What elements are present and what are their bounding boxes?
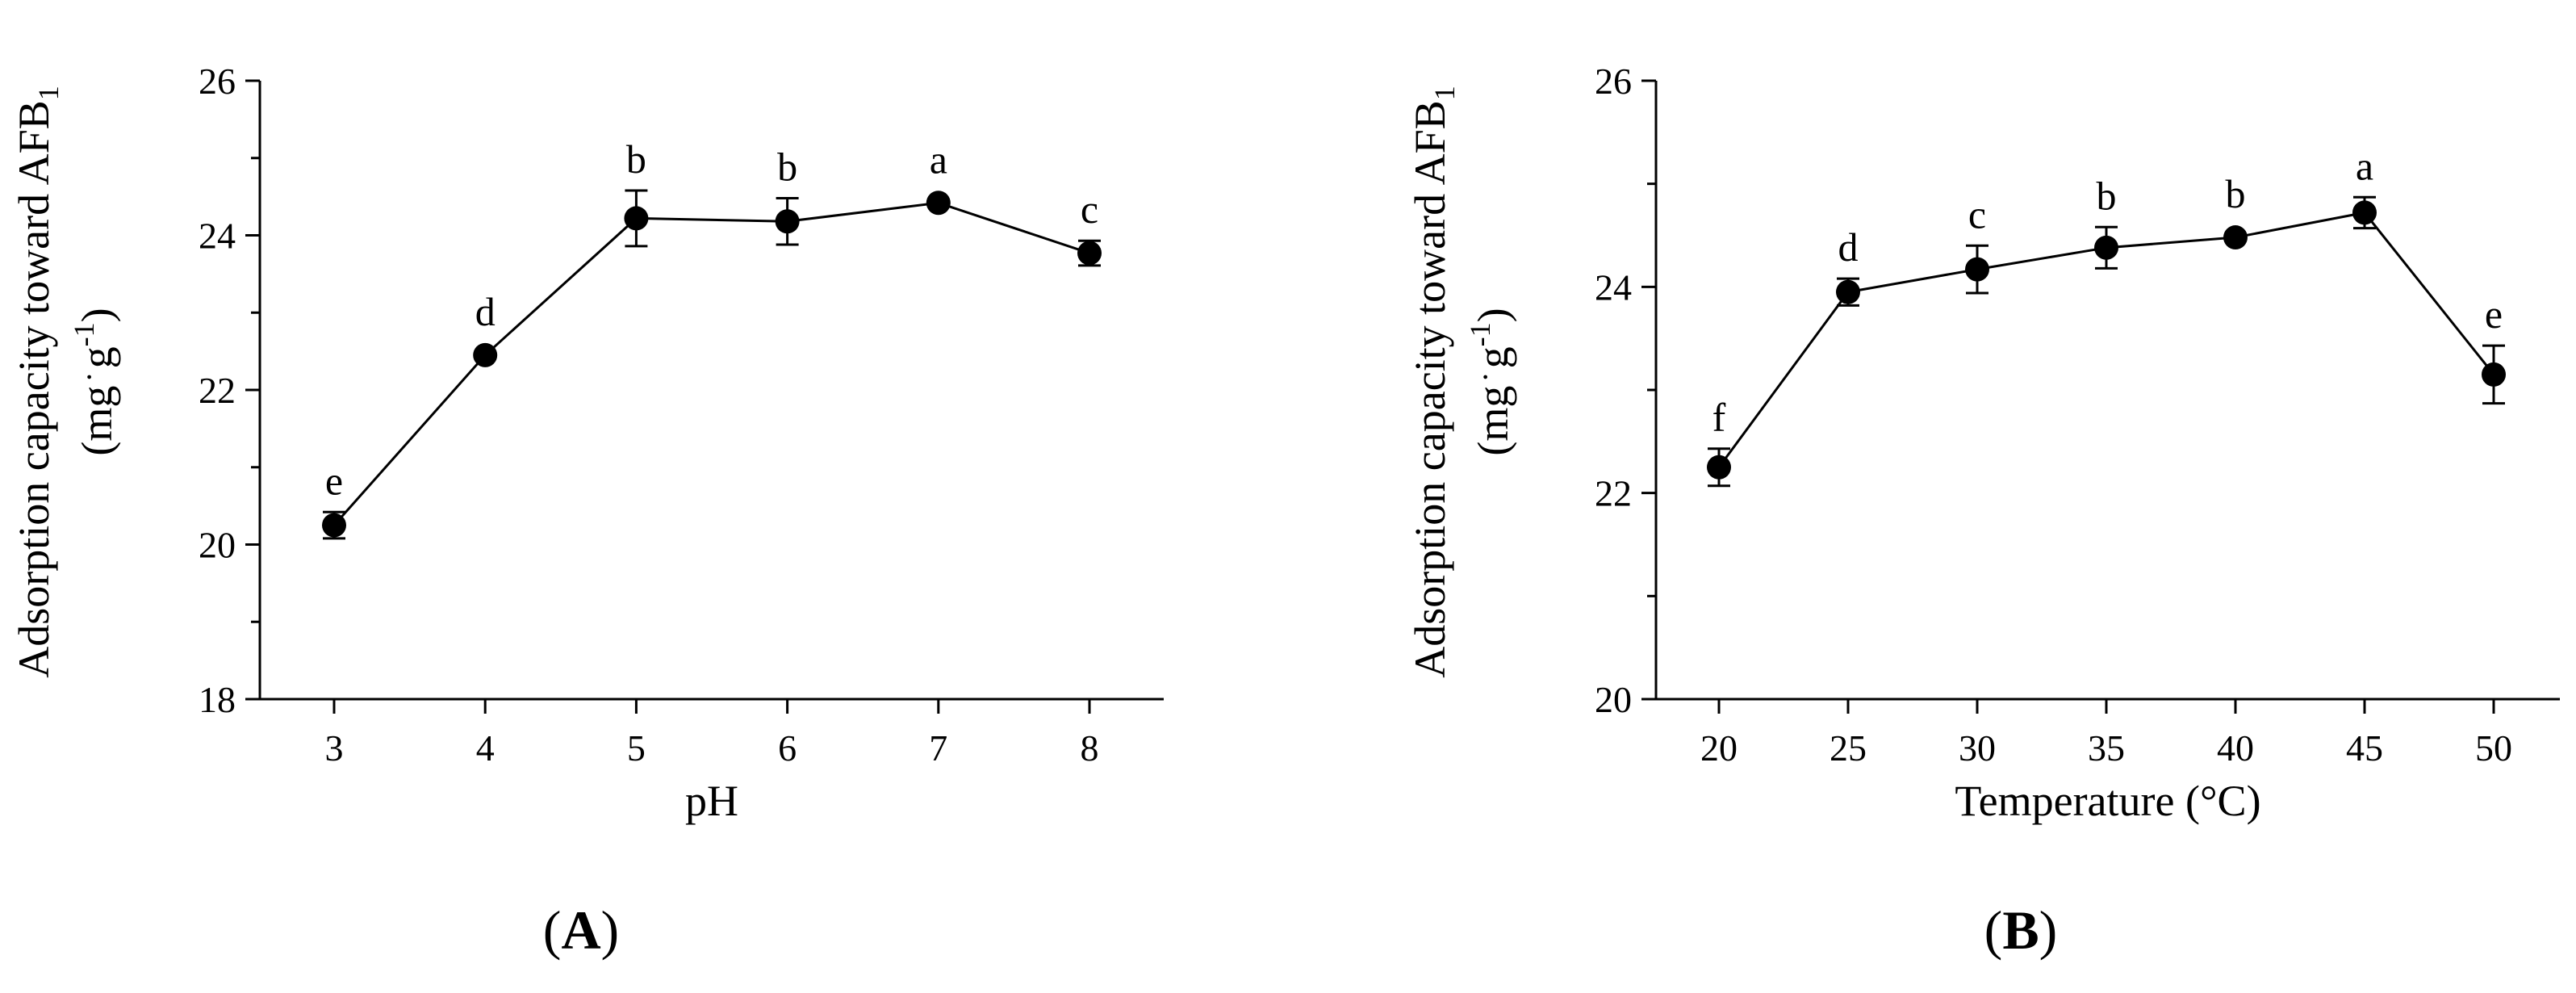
significance-letter: e [325, 458, 343, 503]
series-line [332, 201, 1090, 526]
x-tick-label: 40 [2217, 727, 2254, 769]
data-point [926, 191, 951, 216]
y-tick-label: 20 [1595, 679, 1632, 720]
y-tick-label: 24 [199, 216, 236, 257]
panel-label-open: ( [543, 899, 562, 961]
x-tick-label: 3 [325, 727, 344, 769]
panel-label-open: ( [1984, 899, 2003, 961]
y-unit-dot: · [1467, 371, 1503, 382]
x-tick-label: 45 [2346, 727, 2383, 769]
significance-letter: a [2356, 143, 2373, 188]
y-axis-unit: (mg · g-1) [68, 308, 121, 455]
y-tick-label: 26 [1595, 61, 1632, 102]
panel-b-chart: 20 22 24 26 20 25 30 35 40 45 50 Temperature (°C) Ad… [1406, 61, 2560, 961]
significance-letter: b [777, 145, 797, 190]
panel-label: (B) [1984, 899, 2058, 961]
x-tick-label: 35 [2088, 727, 2125, 769]
panel-label-letter: B [2002, 899, 2039, 961]
significance-letter: d [1838, 224, 1859, 270]
data-point [1077, 241, 1102, 266]
panel-label-letter: A [561, 899, 600, 961]
x-axis-label: Temperature (°C) [1955, 777, 2260, 825]
significance-letter: f [1712, 395, 1726, 440]
y-axis-label: Adsorption capacity toward AFB1 [10, 86, 65, 677]
data-point [2223, 225, 2248, 250]
y-unit-g: g [1469, 346, 1517, 368]
significance-letter: d [475, 289, 496, 334]
y-tick-label: 24 [1595, 266, 1632, 308]
y-unit-dot: · [71, 371, 107, 382]
y-tick-label: 18 [199, 679, 236, 720]
data-point [1965, 257, 1989, 282]
significance-letter: e [2485, 291, 2503, 337]
significance-letter: a [930, 136, 947, 182]
data-point [2352, 200, 2377, 225]
panel-a-chart: 18 20 22 24 26 3 4 5 6 7 8 pH Adsorption capacity to… [10, 61, 1164, 961]
x-tick-label: 4 [476, 727, 495, 769]
y-unit-g: g [73, 346, 121, 368]
y-tick-label: 22 [199, 370, 236, 411]
data-point [624, 206, 649, 231]
y-unit-close: ) [1469, 308, 1517, 322]
y-axis-label-text: Adsorption capacity toward AFB [1406, 100, 1454, 677]
y-tick-label: 26 [199, 61, 236, 102]
y-axis-label-text: Adsorption capacity toward AFB [10, 100, 58, 677]
y-unit-exponent: -1 [68, 322, 100, 346]
significance-letter: b [2097, 173, 2117, 218]
x-tick-label: 50 [2475, 727, 2512, 769]
y-tick-label: 20 [199, 525, 236, 566]
data-point [2094, 235, 2118, 260]
y-axis-label: Adsorption capacity toward AFB1 [1406, 86, 1461, 677]
panel-label-close: ) [601, 899, 620, 961]
data-point [2482, 362, 2506, 387]
significance-letter: c [1081, 186, 1098, 232]
x-axis-label: pH [685, 777, 738, 825]
y-axis-label-subscript: 1 [1428, 86, 1461, 100]
x-tick-label: 20 [1700, 727, 1738, 769]
data-point [473, 342, 498, 367]
x-tick-label: 6 [778, 727, 797, 769]
data-point [775, 209, 800, 234]
y-axis-unit: (mg · g-1) [1464, 308, 1517, 455]
y-unit-close: ) [73, 308, 121, 322]
y-unit-open: (mg [73, 386, 121, 456]
x-tick-label: 7 [929, 727, 947, 769]
x-tick-label: 8 [1081, 727, 1099, 769]
y-tick-label: 22 [1595, 473, 1632, 514]
significance-letter: b [626, 136, 646, 182]
y-axis-label-subscript: 1 [32, 86, 65, 100]
x-tick-label: 5 [627, 727, 646, 769]
y-unit-exponent: -1 [1464, 322, 1496, 346]
significance-letter: b [2226, 171, 2246, 216]
x-tick-label: 25 [1830, 727, 1867, 769]
panel-label-close: ) [2039, 899, 2058, 961]
y-unit-open: (mg [1469, 386, 1517, 456]
x-tick-label: 30 [1959, 727, 1996, 769]
significance-letter: c [1968, 191, 1986, 237]
data-point [322, 513, 346, 538]
data-point [1707, 455, 1731, 480]
data-point [1836, 279, 1860, 304]
panel-label: (A) [543, 899, 619, 961]
